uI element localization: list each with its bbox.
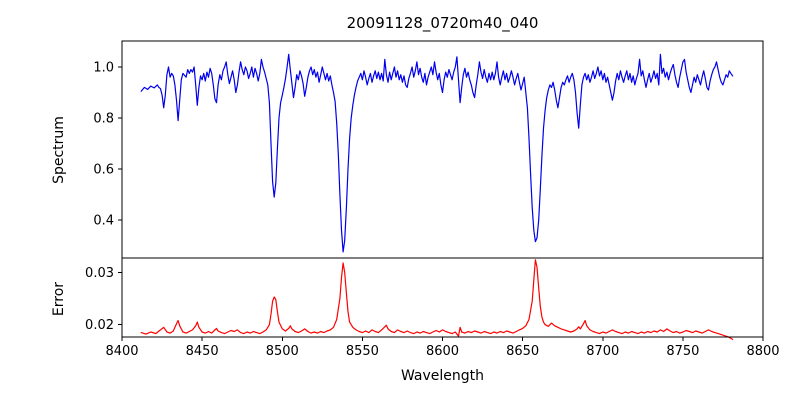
chart-title: 20091128_0720m40_040 — [346, 14, 539, 32]
y-tick-label: 0.02 — [85, 318, 114, 333]
x-axis-label: Wavelength — [400, 368, 485, 384]
y-tick-label: 0.03 — [85, 266, 114, 281]
x-tick-label: 8500 — [266, 344, 299, 359]
x-tick-label: 8600 — [426, 344, 459, 359]
error-line — [140, 259, 734, 340]
y-tick-label: 0.4 — [93, 214, 114, 229]
x-tick-label: 8650 — [506, 344, 539, 359]
x-tick-label: 8550 — [346, 344, 379, 359]
spectrum-line — [140, 53, 734, 253]
y-tick-label: 0.6 — [93, 163, 114, 178]
x-tick-label: 8400 — [105, 344, 138, 359]
x-tick-label: 8750 — [666, 344, 699, 359]
error-axes-frame — [121, 257, 764, 338]
x-tick-label: 8700 — [586, 344, 619, 359]
y-tick-label: 0.8 — [93, 112, 114, 127]
x-tick-label: 8450 — [186, 344, 219, 359]
x-tick-label: 8800 — [746, 344, 779, 359]
y-tick-label: 1.0 — [93, 61, 114, 76]
